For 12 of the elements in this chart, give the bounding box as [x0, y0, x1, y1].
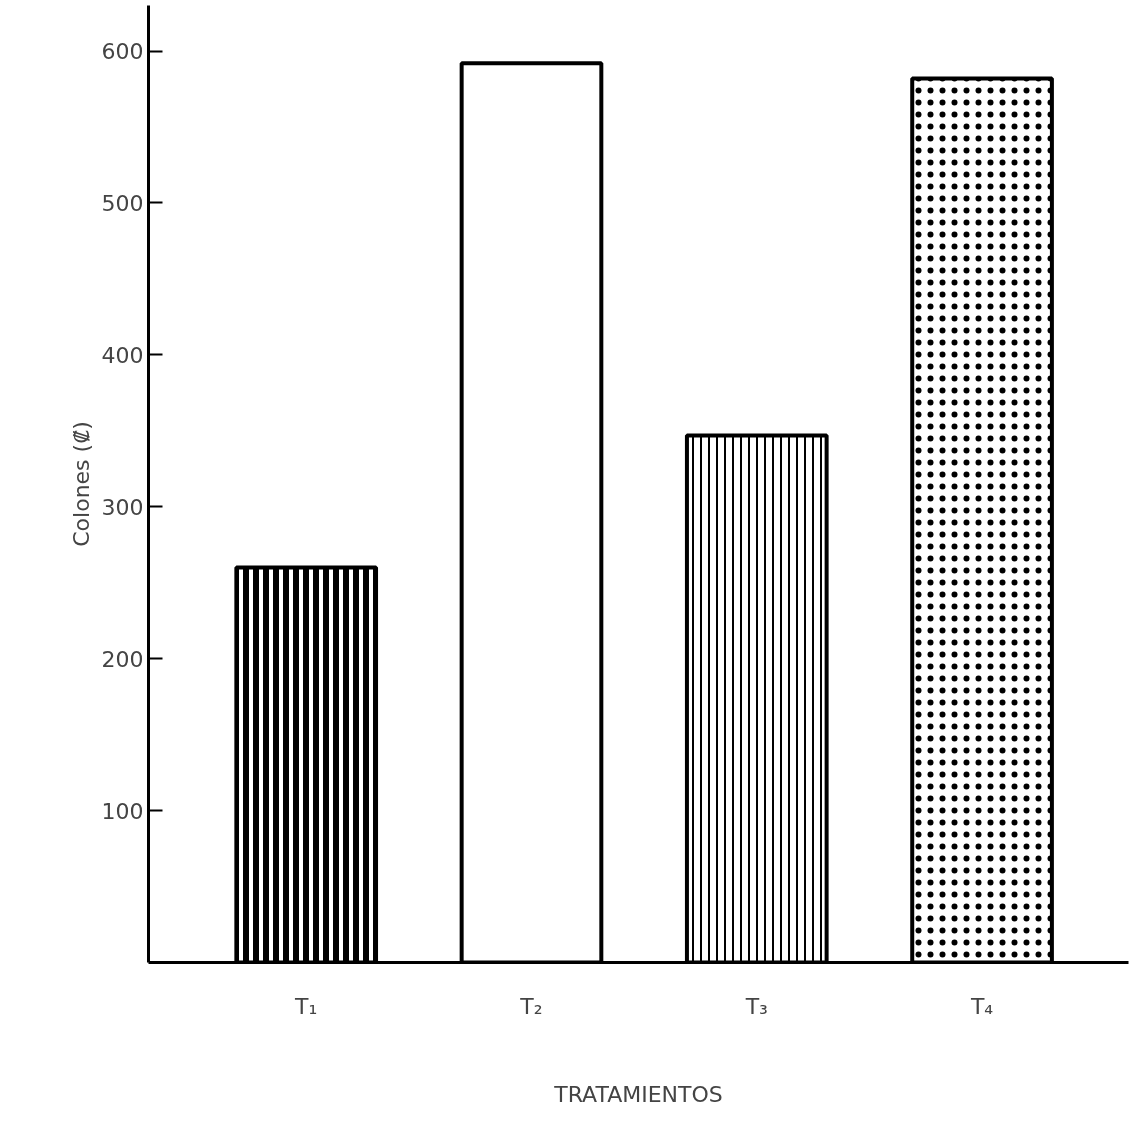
x-axis-title: TRATAMIENTOS	[553, 1081, 723, 1107]
y-tick-label: 400	[101, 342, 144, 368]
y-tick-label: 600	[101, 39, 144, 65]
x-tick-label: T₂	[519, 993, 543, 1019]
x-tick-label: T₄	[969, 993, 994, 1019]
y-tick-label: 300	[101, 494, 144, 520]
y-axis-title: Colones (₡)	[68, 421, 94, 547]
x-tick-label: T₃	[744, 993, 768, 1019]
x-tick-label: T₁	[294, 993, 318, 1019]
y-tick-label: 500	[101, 190, 144, 216]
y-tick-label: 200	[101, 646, 144, 672]
y-tick-label: 100	[101, 798, 144, 824]
